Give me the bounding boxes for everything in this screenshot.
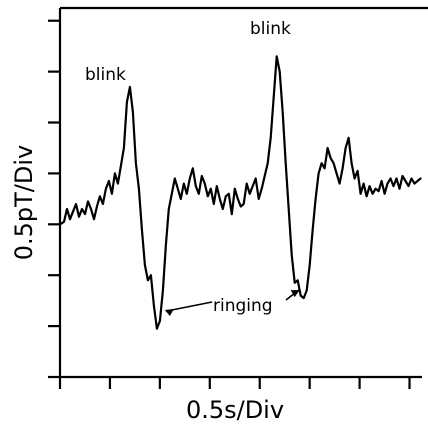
axis-ticks bbox=[48, 19, 411, 389]
x-axis-label: 0.5s/Div bbox=[186, 396, 284, 424]
annotations: blink blink ringing bbox=[85, 19, 300, 317]
annotation-blink-1: blink bbox=[85, 65, 126, 85]
annotation-blink-2: blink bbox=[250, 19, 291, 39]
ringing-arrowhead-right bbox=[290, 290, 300, 298]
signal-trace bbox=[58, 55, 422, 330]
y-axis-label: 0.5pT/Div bbox=[10, 145, 38, 261]
ringing-arrow-left bbox=[166, 301, 213, 312]
series-line bbox=[58, 55, 422, 330]
plot-frame bbox=[58, 6, 428, 379]
annotation-ringing: ringing bbox=[213, 296, 273, 316]
ringing-arrowhead-left bbox=[164, 309, 174, 317]
